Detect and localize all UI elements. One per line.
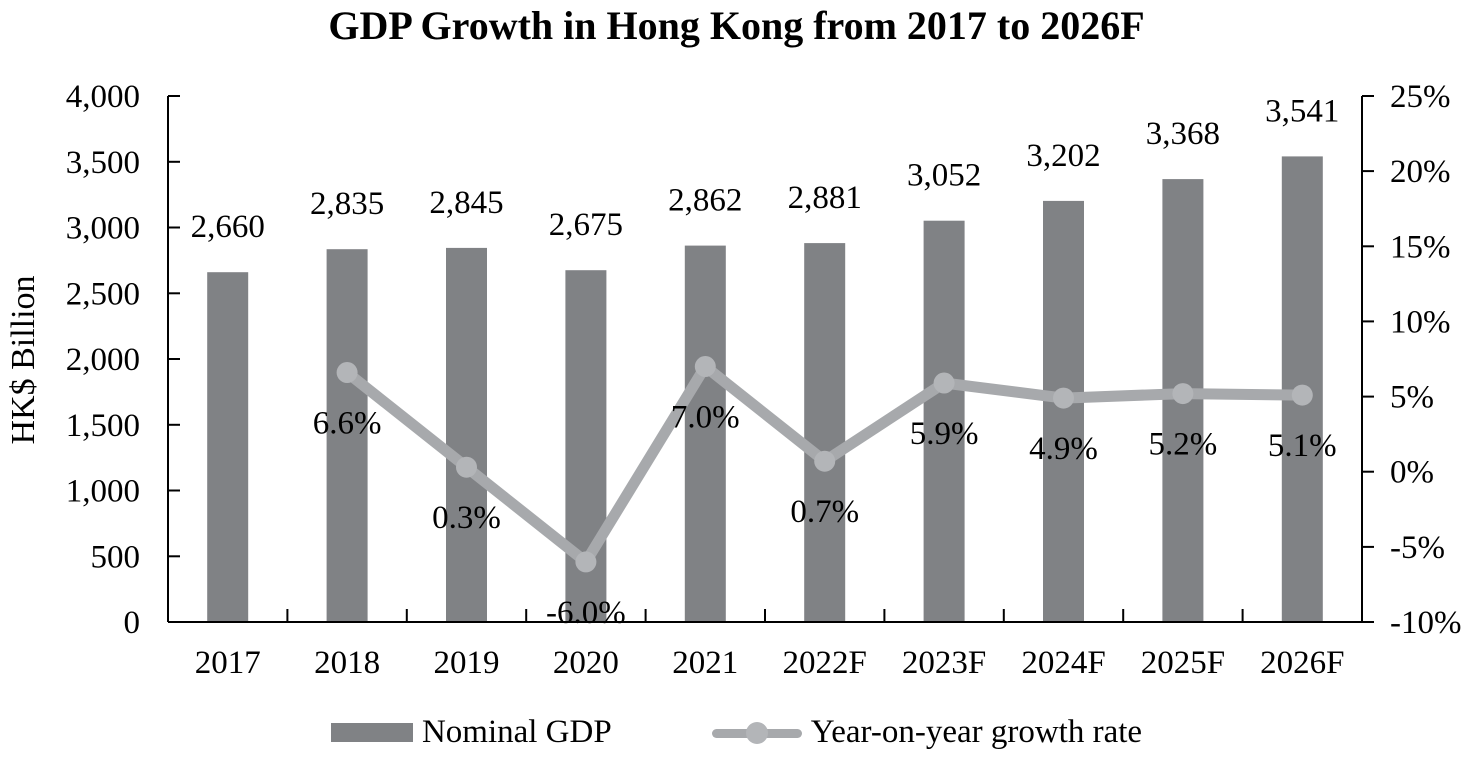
legend-line-marker-icon [745,721,768,744]
right-axis-tick-label: 0% [1390,455,1434,491]
legend-bar-label: Nominal GDP [421,714,612,750]
line-marker-2018 [336,362,358,383]
bar-2017 [207,272,249,622]
left-axis-tick-label: 3,000 [66,211,140,247]
category-label-2017: 2017 [195,645,261,681]
left-axis-tick-label: 3,500 [66,145,140,181]
bar-value-label-2024F: 3,202 [1026,138,1100,174]
right-axis-tick-label: 15% [1390,229,1451,265]
right-axis-tick-label: 20% [1390,154,1451,190]
legend-line-label: Year-on-year growth rate [810,714,1143,750]
line-value-label-2021: 7.0% [671,400,740,436]
legend-item-growth-rate: Year-on-year growth rate [711,714,1143,751]
line-value-label-2022F: 0.7% [790,494,859,530]
bar-2023F [923,220,965,622]
line-value-label-2026F: 5.1% [1268,428,1337,464]
legend-line-swatch [711,721,802,745]
line-marker-2021 [694,356,716,377]
left-axis-tick-label: 2,500 [66,276,140,312]
bar-2019 [446,247,487,622]
category-label-2024F: 2024F [1021,645,1105,681]
bar-value-label-2025F: 3,368 [1146,116,1220,152]
category-label-2026F: 2026F [1260,645,1344,681]
right-axis-tick-label: 5% [1390,380,1434,416]
line-value-label-2020: -6.0% [546,595,626,631]
category-label-2019: 2019 [434,645,500,681]
right-axis-tick-label: -5% [1390,530,1445,566]
bar-2022F [804,243,846,622]
bar-value-label-2017: 2,660 [191,209,265,245]
bar-2024F [1043,200,1084,622]
left-axis-title: HK$ Billion [5,275,42,444]
legend-bar-swatch [330,723,413,742]
bar-value-label-2021: 2,862 [668,183,742,219]
left-axis-tick-label: 500 [91,539,141,575]
chart-title: GDP Growth in Hong Kong from 2017 to 202… [328,3,1145,48]
category-label-2025F: 2025F [1141,645,1225,681]
legend: Nominal GDP Year-on-year growth rate [0,714,1473,751]
bar-2021 [684,245,726,622]
category-label-2021: 2021 [672,645,738,681]
line-marker-2024F [1053,387,1074,409]
line-value-label-2023F: 5.9% [910,416,979,452]
line-value-label-2019: 0.3% [432,500,501,536]
left-axis-tick-label: 1,500 [66,408,140,444]
left-axis-tick-label: 0 [124,605,141,641]
category-label-2018: 2018 [314,645,380,681]
bar-value-label-2018: 2,835 [310,186,384,222]
line-marker-2020 [575,551,597,573]
bar-value-label-2019: 2,845 [429,185,503,221]
legend-item-nominal-gdp: Nominal GDP [330,714,612,751]
left-axis-tick-label: 2,000 [66,342,140,378]
line-value-label-2024F: 4.9% [1029,431,1098,467]
bar-value-label-2023F: 3,052 [907,158,981,194]
right-axis-tick-label: 25% [1390,79,1451,115]
data-labels: 2,660 2,835 2,845 2,675 2,862 2,881 3,052 3,202… [191,93,1340,631]
right-axis-tick-label: -10% [1390,605,1461,641]
bar-value-label-2026F: 3,541 [1265,93,1339,129]
category-label-2020: 2020 [553,645,619,681]
category-label-2022F: 2022F [783,645,867,681]
right-axis-tick-label: 10% [1390,304,1451,340]
bar-value-label-2022F: 2,881 [788,180,862,216]
line-marker-2025F [1172,383,1194,405]
bar-2018 [326,249,368,622]
bar-value-label-2020: 2,675 [549,207,623,243]
left-axis-tick-label: 4,000 [66,79,140,115]
line-series [336,356,1313,573]
line-marker-2019 [456,456,477,478]
line-marker-2023F [933,372,955,394]
line-marker-2026F [1291,384,1313,406]
line-marker-2022F [814,450,836,472]
left-axis-tick-label: 1,000 [66,474,140,510]
line-value-label-2025F: 5.2% [1149,427,1218,463]
line-value-label-2018: 6.6% [313,406,382,442]
axes: 0 500 1,000 1,500 2,000 2,500 3,000 3,500 4,000 -… [66,79,1462,681]
category-label-2023F: 2023F [902,645,986,681]
